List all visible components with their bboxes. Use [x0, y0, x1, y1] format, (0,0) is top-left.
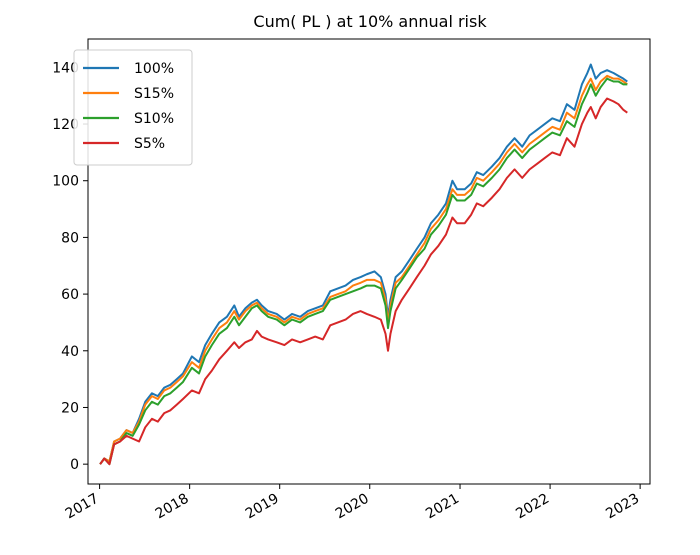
- plot-area: [99, 63, 628, 466]
- series-line-2: [99, 77, 628, 466]
- y-tick-label: 140: [52, 60, 79, 76]
- y-tick-label: 60: [61, 287, 79, 303]
- legend-label-1: S15%: [134, 86, 174, 102]
- legend: 100% S15% S10% S5%: [73, 49, 193, 166]
- legend-box: [73, 49, 193, 166]
- series-line-3: [99, 97, 628, 466]
- series-line-0: [99, 63, 628, 465]
- x-tick-label: 2018: [153, 491, 192, 523]
- legend-label-2: S10%: [134, 111, 174, 127]
- x-tick-label: 2023: [603, 491, 642, 523]
- y-tick-label: 80: [61, 230, 79, 246]
- x-axis: 2017 2018 2019 2020 2021 2022 2023: [63, 484, 642, 522]
- x-tick-label: 2019: [243, 491, 282, 523]
- y-tick-label: 120: [52, 117, 79, 133]
- y-tick-label: 0: [70, 457, 79, 473]
- x-tick-label: 2021: [423, 491, 462, 523]
- y-tick-label: 20: [61, 400, 79, 416]
- y-axis: 0 20 40 60 80 100 120 140: [52, 60, 88, 473]
- y-tick-label: 100: [52, 174, 79, 190]
- x-tick-label: 2017: [63, 491, 102, 523]
- x-tick-label: 2022: [513, 491, 552, 523]
- series-line-1: [99, 74, 628, 465]
- legend-label-0: 100%: [134, 61, 174, 77]
- y-tick-label: 40: [61, 344, 79, 360]
- plot-frame: [87, 38, 651, 485]
- x-tick-label: 2020: [333, 491, 372, 523]
- chart-title: Cum( PL ) at 10% annual risk: [253, 12, 487, 31]
- legend-label-3: S5%: [134, 136, 165, 152]
